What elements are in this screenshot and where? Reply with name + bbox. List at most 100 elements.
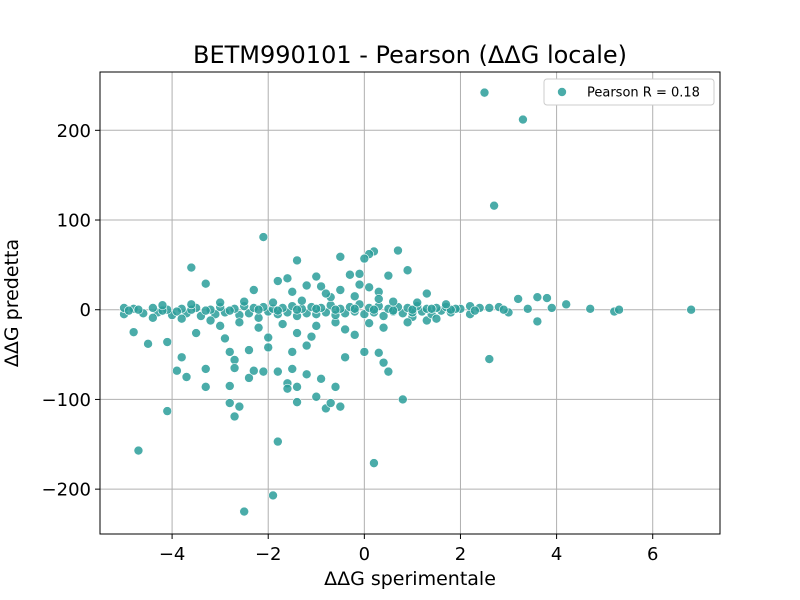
data-point bbox=[614, 304, 624, 315]
data-point bbox=[378, 311, 389, 321]
legend-label: Pearson R = 0.18 bbox=[587, 86, 700, 101]
data-point bbox=[306, 331, 317, 342]
data-point bbox=[349, 291, 360, 302]
data-point bbox=[383, 270, 394, 281]
y-tick-label: 200 bbox=[57, 121, 91, 142]
data-point bbox=[397, 394, 408, 405]
x-tick-label: −2 bbox=[255, 544, 282, 565]
data-point bbox=[383, 366, 394, 377]
data-point bbox=[330, 382, 341, 392]
data-point bbox=[215, 321, 225, 331]
data-point bbox=[273, 366, 283, 377]
y-axis-label: ΔΔG predetta bbox=[1, 239, 23, 367]
data-point bbox=[369, 304, 379, 315]
data-point bbox=[148, 313, 158, 323]
data-point bbox=[186, 262, 197, 273]
data-point bbox=[349, 304, 360, 314]
data-point bbox=[489, 200, 499, 211]
data-point bbox=[585, 304, 596, 314]
data-point bbox=[248, 285, 259, 295]
data-point bbox=[301, 340, 312, 351]
data-point bbox=[200, 382, 211, 392]
data-point bbox=[176, 313, 187, 324]
data-point bbox=[388, 296, 398, 307]
data-point bbox=[316, 281, 326, 292]
data-point bbox=[181, 372, 192, 382]
data-point bbox=[282, 383, 293, 394]
data-point bbox=[522, 304, 533, 314]
data-point bbox=[412, 297, 423, 308]
y-tick-label: 100 bbox=[57, 211, 91, 232]
data-point bbox=[268, 490, 278, 501]
data-point bbox=[200, 364, 211, 374]
data-point bbox=[124, 305, 134, 316]
data-point bbox=[345, 269, 355, 280]
data-point bbox=[292, 328, 302, 338]
data-point bbox=[311, 321, 322, 331]
data-point bbox=[143, 339, 153, 349]
data-point bbox=[258, 366, 269, 377]
data-point bbox=[335, 285, 346, 295]
data-point bbox=[316, 374, 326, 384]
data-point bbox=[263, 342, 274, 353]
data-point bbox=[268, 297, 278, 308]
data-point bbox=[229, 411, 240, 422]
data-point bbox=[373, 294, 384, 304]
data-point bbox=[301, 369, 312, 380]
data-point bbox=[287, 347, 298, 357]
data-point bbox=[253, 322, 264, 333]
data-point bbox=[388, 305, 398, 316]
x-ticks: −4 −2 0 2 4 6 bbox=[159, 534, 658, 565]
data-point bbox=[402, 317, 413, 328]
y-tick-label: 0 bbox=[80, 300, 91, 321]
legend-box bbox=[543, 78, 715, 106]
data-point bbox=[354, 269, 365, 279]
data-point bbox=[431, 313, 442, 324]
data-point bbox=[282, 273, 293, 284]
data-point bbox=[191, 328, 201, 338]
data-point bbox=[422, 288, 432, 299]
data-point bbox=[498, 304, 509, 315]
data-point bbox=[393, 245, 403, 256]
data-point bbox=[311, 304, 322, 314]
data-point bbox=[364, 318, 374, 328]
y-tick-label: −200 bbox=[42, 480, 91, 501]
data-point bbox=[340, 352, 350, 363]
data-point bbox=[172, 306, 182, 317]
data-point bbox=[215, 297, 225, 308]
data-point bbox=[292, 255, 302, 266]
data-point bbox=[378, 357, 389, 368]
data-point bbox=[162, 406, 173, 416]
data-point bbox=[234, 401, 245, 412]
data-point bbox=[133, 445, 144, 456]
data-point bbox=[686, 304, 696, 315]
data-point bbox=[239, 296, 249, 307]
data-point bbox=[311, 271, 322, 282]
data-point bbox=[287, 364, 298, 374]
data-point bbox=[239, 506, 249, 517]
data-point bbox=[441, 299, 451, 310]
x-tick-label: −4 bbox=[159, 544, 186, 565]
legend-marker bbox=[557, 87, 567, 97]
data-point bbox=[273, 305, 283, 316]
data-point bbox=[220, 333, 230, 344]
data-point bbox=[253, 313, 264, 323]
data-point bbox=[186, 299, 197, 310]
legend: Pearson R = 0.18 bbox=[543, 78, 715, 106]
data-point bbox=[297, 295, 307, 306]
data-point bbox=[330, 304, 341, 315]
data-point bbox=[234, 317, 245, 328]
data-point bbox=[292, 382, 302, 392]
data-point bbox=[513, 294, 523, 304]
x-tick-label: 0 bbox=[359, 544, 370, 565]
data-point bbox=[359, 253, 370, 264]
data-points bbox=[119, 87, 696, 517]
data-point bbox=[532, 292, 543, 302]
data-point bbox=[426, 304, 437, 314]
data-point bbox=[229, 363, 240, 373]
data-point bbox=[349, 330, 360, 340]
data-point bbox=[128, 327, 139, 337]
data-point bbox=[321, 288, 331, 299]
data-point bbox=[277, 319, 288, 329]
